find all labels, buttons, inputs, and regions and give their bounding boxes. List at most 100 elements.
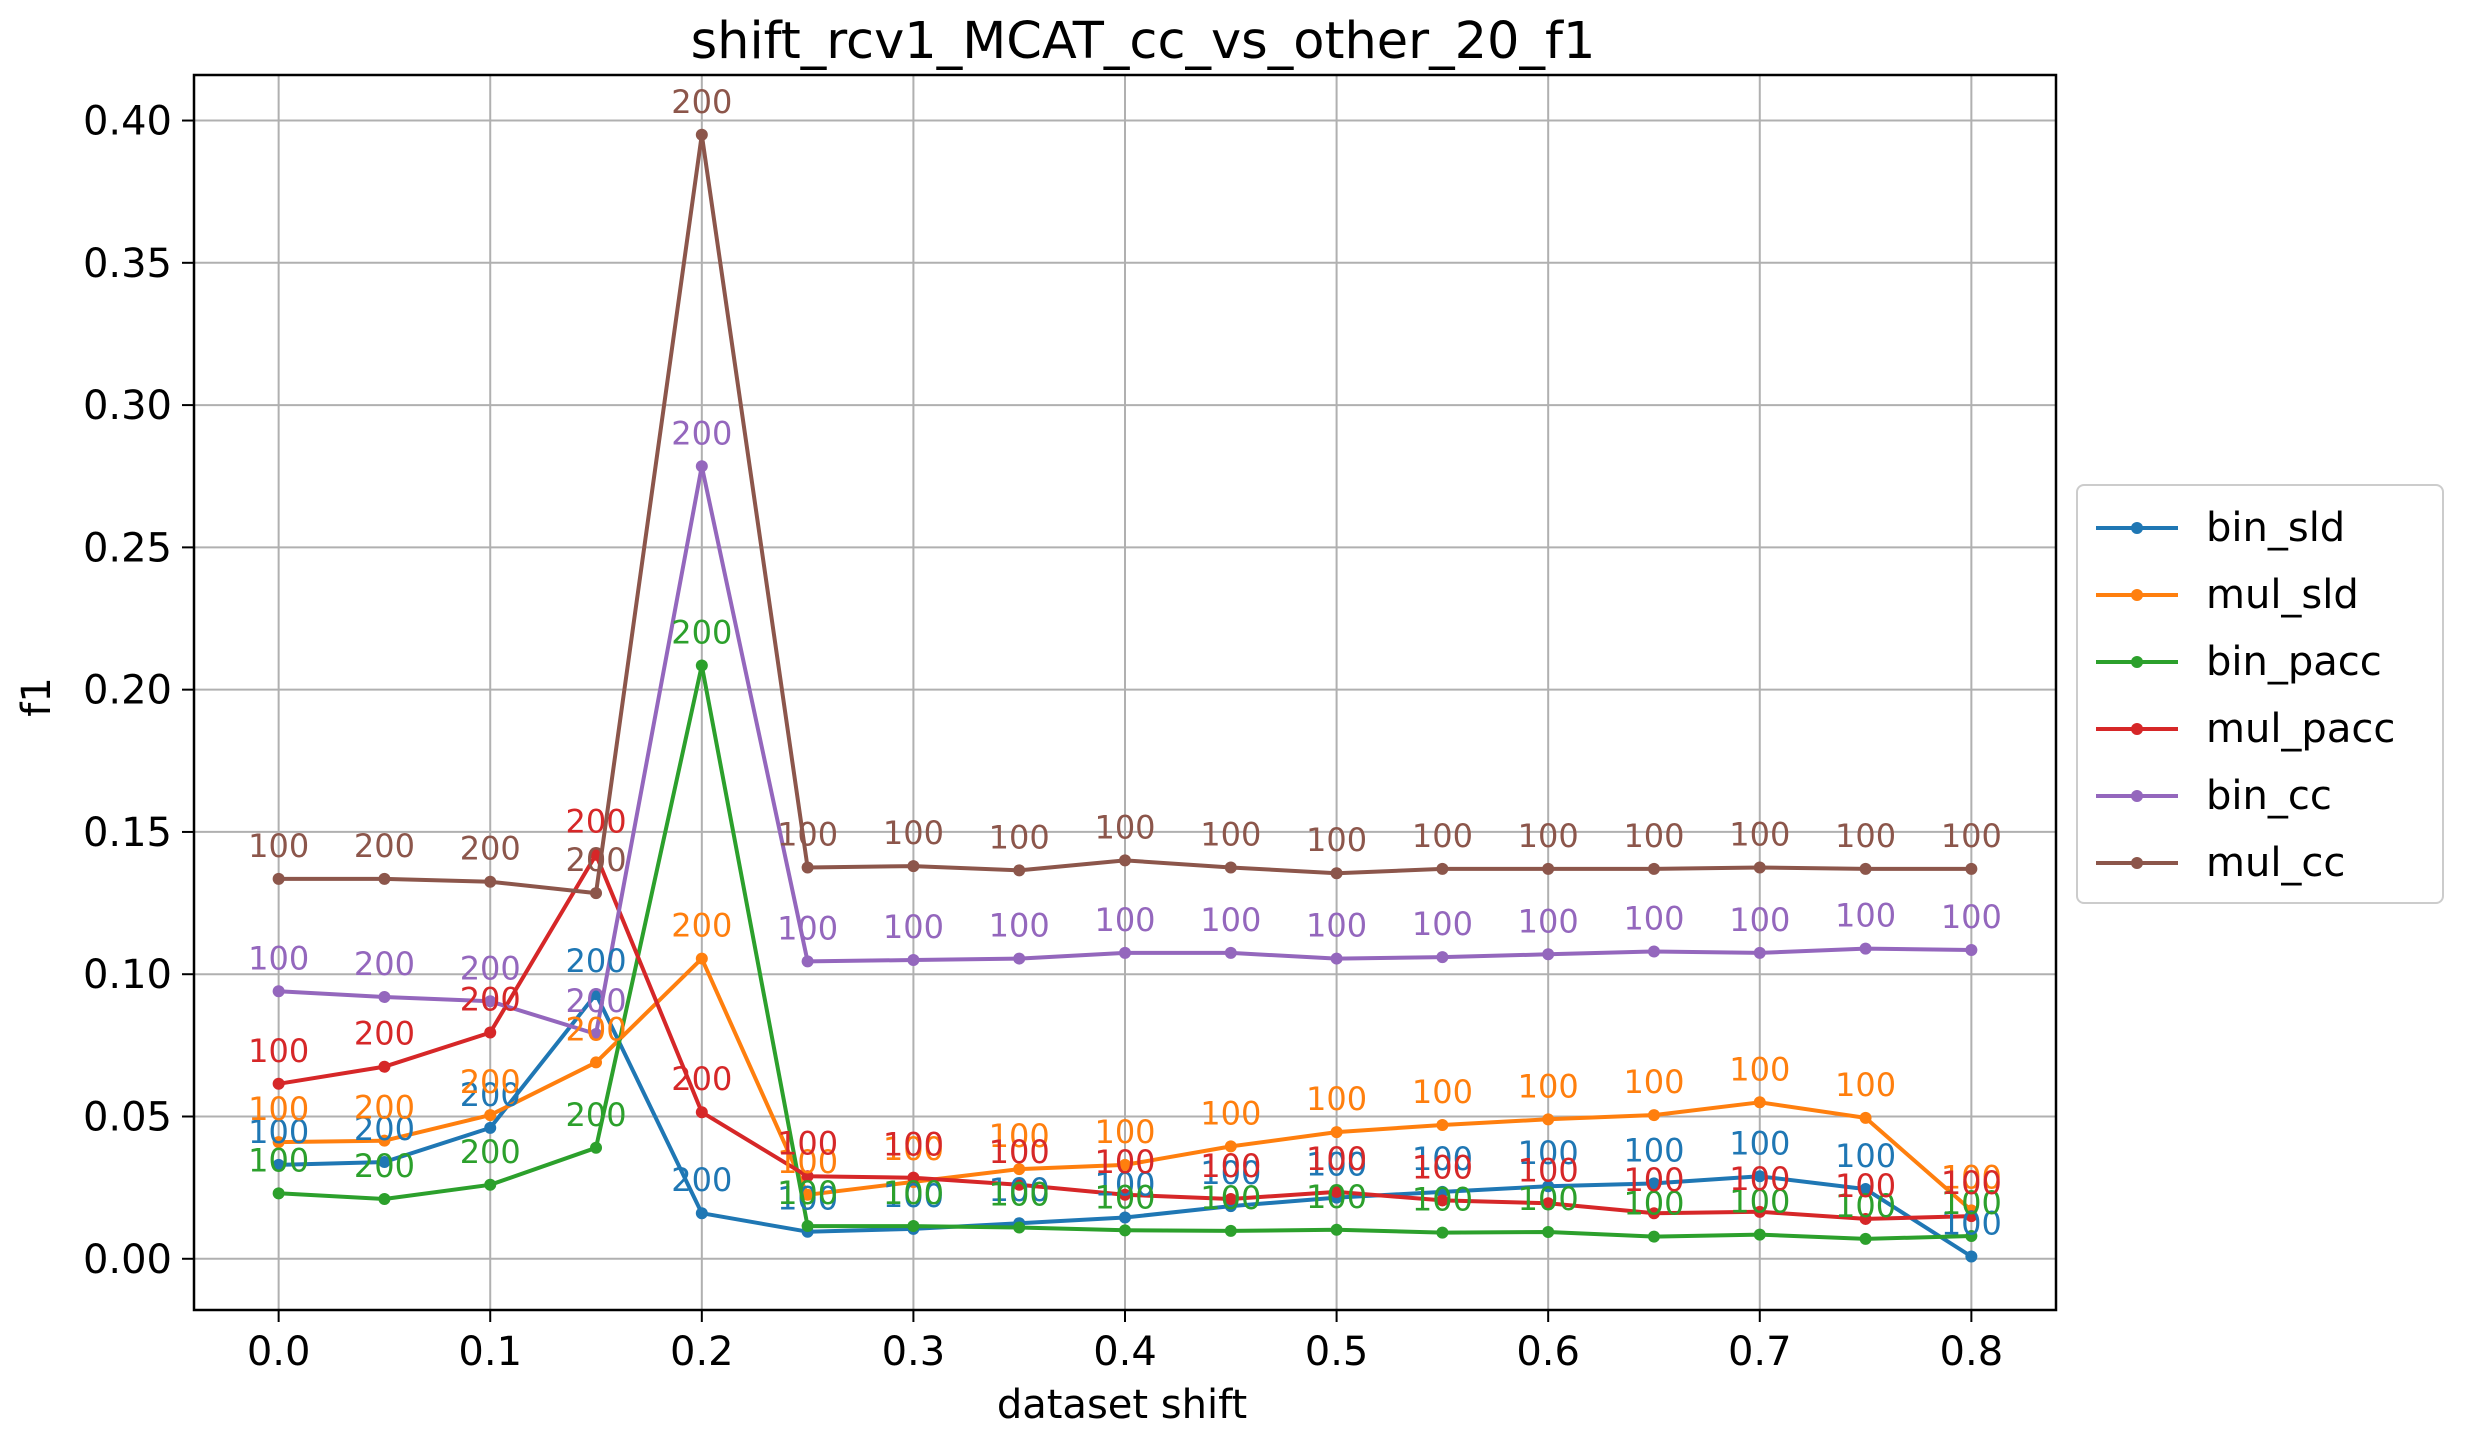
legend-swatch: [2096, 790, 2178, 802]
data-label: 100: [777, 1174, 838, 1212]
data-label: 100: [1941, 1205, 2002, 1243]
data-point: [1859, 1212, 1872, 1225]
data-point: [1224, 1224, 1237, 1237]
y-tick-label: 0.20: [83, 668, 172, 714]
data-label: 100: [1518, 1151, 1579, 1189]
legend-marker: [2131, 723, 2143, 735]
data-point: [907, 1171, 920, 1184]
data-point: [378, 1060, 391, 1073]
data-label: 100: [248, 1032, 309, 1070]
legend-swatch: [2096, 522, 2178, 534]
data-label: 100: [1835, 817, 1896, 855]
data-point: [378, 1193, 391, 1206]
data-label: 100: [1941, 817, 2002, 855]
data-point: [1330, 952, 1343, 965]
data-point: [695, 659, 708, 672]
data-label: 100: [1941, 1158, 2002, 1196]
data-label: 200: [565, 1010, 626, 1048]
data-label: 100: [1518, 1180, 1579, 1218]
data-point: [907, 1220, 920, 1233]
data-label: 100: [1412, 817, 1473, 855]
data-label: 200: [565, 803, 626, 841]
data-label: 200: [460, 830, 521, 868]
data-label: 100: [248, 1090, 309, 1128]
data-point: [695, 128, 708, 141]
data-point: [695, 1207, 708, 1220]
data-point: [1965, 944, 1978, 957]
data-point: [1330, 1185, 1343, 1198]
data-label: 100: [989, 818, 1050, 856]
data-point: [801, 1220, 814, 1233]
data-point: [378, 1156, 391, 1169]
data-point: [1753, 1096, 1766, 1109]
data-point: [1542, 1180, 1555, 1193]
data-point: [695, 460, 708, 473]
data-point: [590, 1056, 603, 1069]
data-label: 100: [1412, 1181, 1473, 1219]
data-point: [1436, 1194, 1449, 1207]
data-point: [272, 1158, 285, 1171]
data-label: 100: [1835, 1137, 1896, 1175]
legend-item-mul_pacc: mul_pacc: [2096, 699, 2395, 759]
data-point: [801, 955, 814, 968]
data-label: 100: [777, 1124, 838, 1162]
data-point: [695, 1106, 708, 1119]
data-label: 100: [1623, 899, 1684, 937]
legend-marker: [2131, 522, 2143, 534]
data-label: 100: [1729, 1160, 1790, 1198]
data-point: [1859, 1183, 1872, 1196]
axis-ticks: 0.0 0.1 0.2 0.3 0.4 0.5 0.6 0.7 0.8 0.00 0.05 0.10 0…: [83, 99, 2003, 1375]
data-point: [1647, 945, 1660, 958]
data-point: [1859, 1111, 1872, 1124]
data-label: 100: [1835, 1187, 1896, 1225]
data-point: [484, 1026, 497, 1039]
data-label: 100: [1306, 1140, 1367, 1178]
data-label: 100: [883, 908, 944, 946]
data-point: [1753, 1170, 1766, 1183]
data-label: 100: [1306, 1146, 1367, 1184]
data-label: 200: [354, 827, 415, 865]
data-label: 100: [1306, 907, 1367, 945]
data-label: 200: [354, 1015, 415, 1053]
data-point: [907, 953, 920, 966]
data-point: [1013, 1178, 1026, 1191]
y-axis-label: f1: [14, 677, 60, 717]
data-point: [484, 1121, 497, 1134]
data-label: 100: [1518, 1067, 1579, 1105]
data-label: 100: [1729, 816, 1790, 854]
data-label: 100: [1941, 898, 2002, 936]
data-label: 100: [1835, 1066, 1896, 1104]
legend-marker: [2131, 857, 2143, 869]
x-tick-label: 0.0: [247, 1329, 311, 1375]
data-point: [1859, 862, 1872, 875]
y-tick-label: 0.05: [83, 1094, 172, 1140]
data-label: 100: [1306, 1080, 1367, 1118]
data-label: 100: [1835, 897, 1896, 935]
data-label: 200: [671, 613, 732, 651]
data-label: 100: [777, 1180, 838, 1218]
data-point: [1330, 1223, 1343, 1236]
legend-label: bin_cc: [2206, 773, 2332, 819]
legend-label: mul_cc: [2206, 840, 2346, 886]
data-point: [1542, 1197, 1555, 1210]
data-point: [1330, 867, 1343, 880]
x-tick-label: 0.7: [1728, 1329, 1792, 1375]
data-point: [1436, 1185, 1449, 1198]
data-point: [1647, 1177, 1660, 1190]
data-label: 100: [1518, 902, 1579, 940]
data-label: 100: [1729, 1183, 1790, 1221]
data-label: 100: [883, 1177, 944, 1215]
data-point: [1753, 1205, 1766, 1218]
data-label: 100: [1412, 1073, 1473, 1111]
data-label: 100: [777, 909, 838, 947]
data-point: [801, 1188, 814, 1201]
data-label: 100: [1623, 1131, 1684, 1169]
data-point: [1224, 1193, 1237, 1206]
data-point: [907, 860, 920, 873]
legend-swatch: [2096, 589, 2178, 601]
data-point: [1542, 862, 1555, 875]
data-label: 100: [1835, 1167, 1896, 1205]
data-label: 200: [565, 1096, 626, 1134]
data-label: 100: [1200, 1094, 1261, 1132]
